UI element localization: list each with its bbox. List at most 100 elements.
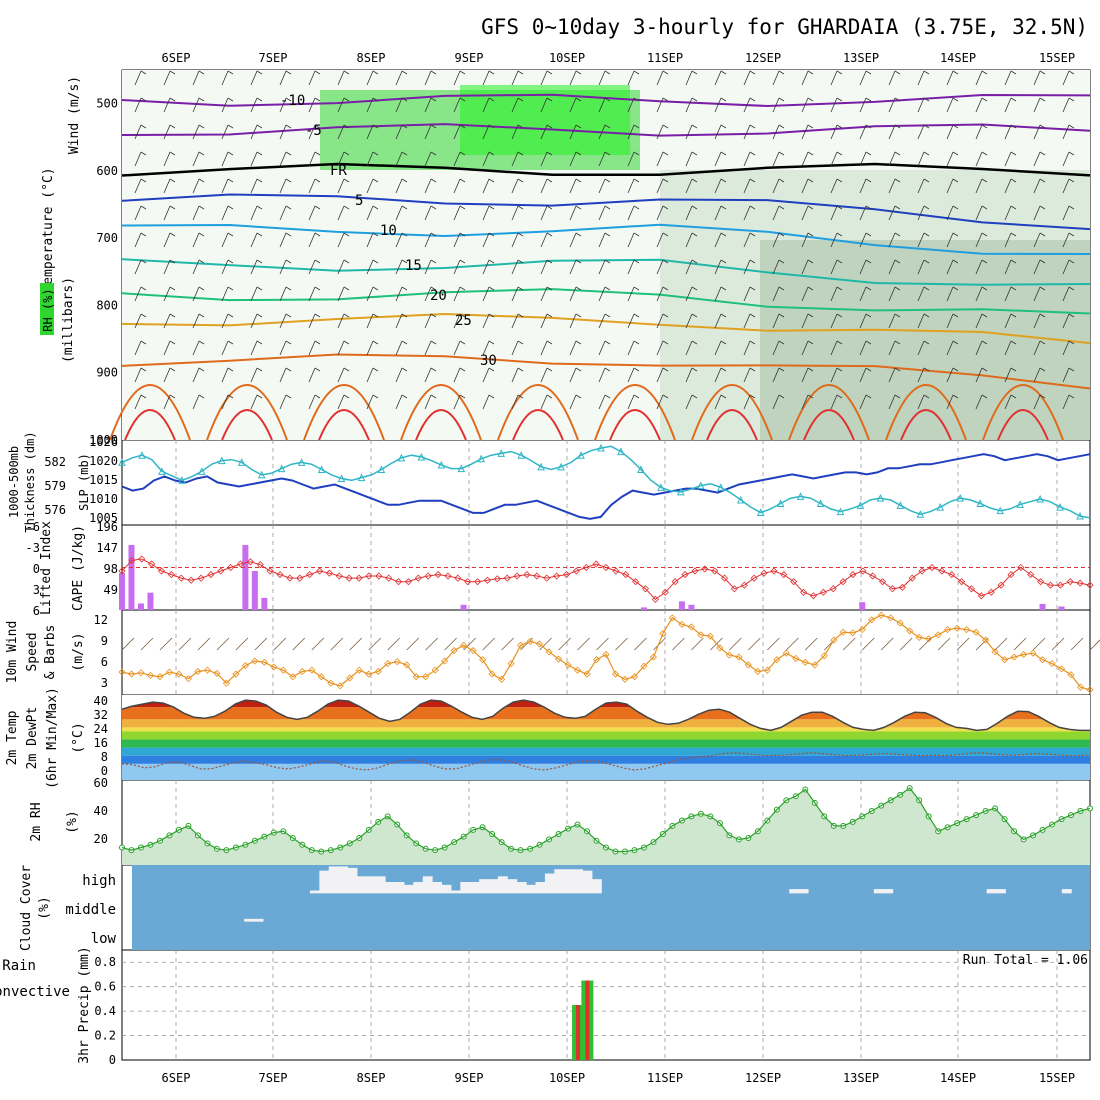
wind-barb xyxy=(743,367,751,383)
wind-barb xyxy=(482,340,490,356)
cloud-fill-high xyxy=(422,876,433,894)
wind-barb xyxy=(720,205,727,210)
wind-barb xyxy=(685,124,693,140)
wind-barb xyxy=(1033,124,1041,140)
wind-barb xyxy=(337,70,345,86)
wind-barb xyxy=(134,178,142,194)
wind-barb xyxy=(946,367,954,383)
wind-barb xyxy=(749,394,756,399)
li-point xyxy=(424,572,432,580)
wind-barb xyxy=(430,232,437,237)
wind-barb xyxy=(372,178,379,183)
cloud-fill-high xyxy=(986,889,997,894)
wind-barb xyxy=(656,97,664,113)
wind-barb xyxy=(511,70,519,86)
wind-barb xyxy=(459,367,466,372)
wind-speed-point xyxy=(877,611,885,619)
wind-barb xyxy=(279,286,287,302)
wind-barb xyxy=(482,205,490,221)
wind-barb xyxy=(691,394,698,399)
wind-barb xyxy=(1033,70,1041,86)
wind-barb xyxy=(140,232,147,237)
wind-speed-point xyxy=(668,614,676,622)
wind-barb xyxy=(256,313,263,318)
wind-barb xyxy=(627,178,635,194)
cloud-fill-high xyxy=(319,870,330,894)
wind10m-barb xyxy=(937,637,951,651)
wind-barb xyxy=(865,394,872,399)
wind-barb xyxy=(569,178,577,194)
wind-barb xyxy=(395,286,403,302)
wind10m-barb xyxy=(577,637,590,651)
wind-barb xyxy=(488,205,495,210)
wind10m-barb xyxy=(197,637,211,651)
pressure-tick: 900 xyxy=(96,366,118,380)
wind-barb xyxy=(598,394,606,410)
wind-speed-point xyxy=(963,626,971,634)
wind-barb xyxy=(749,124,756,129)
wind-barb xyxy=(285,97,292,102)
wind-barb xyxy=(952,259,959,264)
wind-barb xyxy=(859,205,867,221)
wind-barb xyxy=(801,286,809,302)
wind-barb xyxy=(946,178,954,194)
wind-barb xyxy=(395,205,403,221)
wind-barb xyxy=(285,259,292,264)
wind10m-barb xyxy=(368,637,382,651)
wind-barb xyxy=(198,313,205,318)
wind-barb xyxy=(894,178,901,183)
diurnal-isotherm xyxy=(900,409,952,441)
li-point xyxy=(385,574,393,582)
wind-barb xyxy=(685,205,693,221)
diurnal-isotherm xyxy=(885,384,967,441)
wind-barb xyxy=(633,313,640,318)
wind-barb xyxy=(546,313,553,318)
wind-speed-point xyxy=(1029,649,1037,657)
wind-barb xyxy=(1062,124,1070,140)
wind-barb xyxy=(250,340,258,356)
run-total-label: Run Total = 1.06 xyxy=(963,953,1088,968)
wind-barb xyxy=(163,205,171,221)
wind-barb xyxy=(221,232,229,248)
wind-barb xyxy=(952,367,959,372)
wind-barb xyxy=(192,286,200,302)
wind-barb xyxy=(221,313,229,329)
wind-barb xyxy=(1068,205,1075,210)
wind-barb xyxy=(575,70,582,75)
wind10m-barb xyxy=(140,637,154,651)
wind-barb xyxy=(395,367,403,383)
wind-barb xyxy=(888,151,896,167)
wind-barb xyxy=(337,367,345,383)
wind-barb xyxy=(720,259,727,264)
wind-barb xyxy=(981,205,988,210)
wind-barb xyxy=(134,367,142,383)
wind-barb xyxy=(749,151,756,156)
wind-barb xyxy=(308,97,316,113)
wind-barb xyxy=(482,394,490,410)
diurnal-isotherm xyxy=(706,409,758,441)
wind-speed-point xyxy=(488,670,496,678)
wind-barb xyxy=(540,367,548,383)
wind-barb xyxy=(575,124,582,129)
wind-barb xyxy=(917,286,925,302)
wind10m-barb xyxy=(273,637,287,651)
wind-barb xyxy=(778,286,785,291)
wind10m-barb xyxy=(539,637,552,651)
precip-tick: 0 xyxy=(109,1053,116,1067)
wind-barb xyxy=(836,124,843,129)
cape-bar xyxy=(147,592,154,610)
wind-barb xyxy=(1004,259,1012,275)
wind-barb xyxy=(221,367,229,383)
wind-barb xyxy=(894,367,901,372)
cape-ylabel: CAPE (J/kg) xyxy=(71,525,86,611)
wind-barb xyxy=(894,394,901,399)
li-point xyxy=(414,574,422,582)
cloud-fill-high xyxy=(497,876,508,894)
wind-barb xyxy=(192,232,200,248)
wind-barb xyxy=(888,232,896,248)
wind-barb xyxy=(430,259,437,264)
wind-barb xyxy=(221,70,229,86)
wind-barb xyxy=(546,70,553,75)
wind-barb xyxy=(1068,259,1075,264)
wind-barb xyxy=(540,313,548,329)
